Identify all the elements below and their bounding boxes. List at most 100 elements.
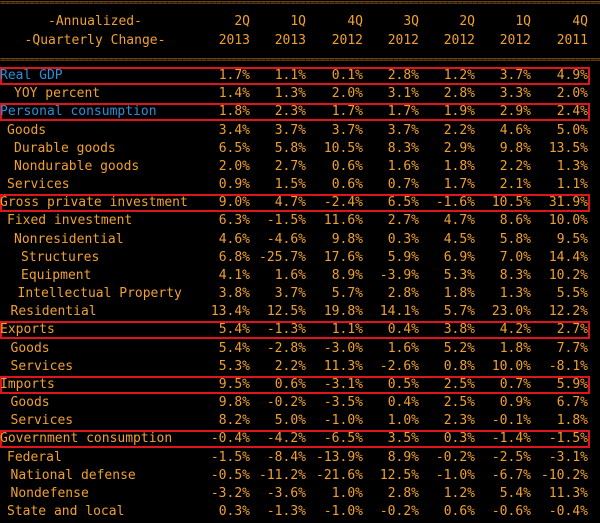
row-value: 3.1% bbox=[387, 86, 419, 102]
row-value: -0.4% bbox=[210, 431, 250, 447]
table-row: National defense -0.5% -11.2% -21.6% 12.5% -1… bbox=[0, 467, 590, 485]
row-value: -0.4% bbox=[548, 504, 588, 520]
row-label: State and local bbox=[7, 504, 125, 520]
row-value: 2.0% bbox=[218, 158, 250, 174]
row-value: 0.6% bbox=[331, 158, 363, 174]
row-value: 0.7% bbox=[387, 177, 419, 193]
row-value: 5.4% bbox=[218, 322, 250, 338]
table-row: Imports 9.5% 0.6% -3.1% 0.5% 2.5% 0.7% 5.9% bbox=[0, 375, 590, 394]
table-row: Services 0.9% 1.5% 0.6% 0.7% 1.7% 2.1% 1.1% bbox=[0, 176, 590, 194]
row-value: 1.3% bbox=[499, 286, 531, 302]
table-row: Goods 9.8% -0.2% -3.5% 0.4% 2.5% 0.9% 6.7% bbox=[0, 394, 590, 412]
row-value: 4.5% bbox=[443, 231, 475, 247]
top-divider: ========================================… bbox=[0, 1, 600, 6]
row-value: 3.5% bbox=[387, 431, 419, 447]
row-value: 6.9% bbox=[443, 249, 475, 265]
row-label: Equipment bbox=[21, 267, 92, 283]
column-header-q: 1Q bbox=[290, 14, 306, 29]
row-value: -1.3% bbox=[266, 322, 306, 338]
row-value: 3.7% bbox=[387, 122, 419, 138]
row-label: Services bbox=[7, 177, 70, 193]
row-value: 1.8% bbox=[556, 413, 588, 429]
table-row: Nonresidential 4.6% -4.6% 9.8% 0.3% 4.5% 5.8% 9… bbox=[0, 231, 590, 249]
row-value: 2.0% bbox=[331, 86, 363, 102]
row-value: -0.2% bbox=[435, 449, 475, 465]
row-label: Residential bbox=[10, 304, 97, 320]
column-header-year: 2013 bbox=[218, 33, 250, 48]
row-value: 0.4% bbox=[387, 322, 419, 338]
row-value: 19.8% bbox=[323, 304, 363, 320]
row-value: 5.9% bbox=[556, 376, 588, 392]
row-value: 2.3% bbox=[274, 104, 306, 120]
header-label-quarterly-change: -Quarterly Change- bbox=[24, 33, 166, 48]
row-label: Goods bbox=[10, 340, 50, 356]
row-value: 1.6% bbox=[387, 158, 419, 174]
row-value: 1.2% bbox=[443, 485, 475, 501]
row-value: 14.4% bbox=[548, 249, 588, 265]
row-value: 4.1% bbox=[218, 267, 250, 283]
row-value: 1.6% bbox=[387, 340, 419, 356]
row-value: -25.7% bbox=[259, 249, 306, 265]
row-label: Imports bbox=[0, 376, 55, 392]
column-header-q: 4Q bbox=[572, 14, 588, 29]
row-label: Federal bbox=[7, 449, 62, 465]
row-value: -0.6% bbox=[491, 504, 531, 520]
row-value: 5.8% bbox=[274, 140, 306, 156]
row-value: 3.7% bbox=[331, 122, 363, 138]
row-value: 1.8% bbox=[499, 340, 531, 356]
row-value: 1.1% bbox=[274, 68, 306, 83]
column-header-q: 1Q bbox=[515, 14, 531, 29]
row-value: 6.5% bbox=[218, 140, 250, 156]
row-value: 3.7% bbox=[499, 68, 531, 83]
row-value: -0.5% bbox=[210, 467, 250, 483]
row-value: -1.6% bbox=[435, 195, 475, 211]
row-value: 1.0% bbox=[387, 413, 419, 429]
row-value: 11.3% bbox=[548, 485, 588, 501]
row-value: 1.8% bbox=[443, 286, 475, 302]
row-value: 5.3% bbox=[218, 358, 250, 374]
row-value: 4.7% bbox=[274, 195, 306, 211]
row-value: 0.3% bbox=[387, 231, 419, 247]
row-value: 6.5% bbox=[387, 195, 419, 211]
table-row: Services 5.3% 2.2% 11.3% -2.6% 0.8% 10.0% -8.1% bbox=[0, 358, 590, 376]
row-label: Nondurable goods bbox=[14, 158, 140, 174]
table-row: Intellectual Property 3.8% 3.7% 5.7% 2.8% 1.8… bbox=[0, 285, 590, 303]
table-row: Gross private investment 9.0% 4.7% -2.4% 6.5… bbox=[0, 194, 590, 213]
row-value: 4.9% bbox=[556, 68, 588, 83]
row-value: -3.1% bbox=[548, 449, 588, 465]
row-value: 6.3% bbox=[218, 213, 250, 229]
row-value: 0.1% bbox=[331, 68, 363, 83]
row-value: 0.4% bbox=[387, 395, 419, 411]
row-value: 2.9% bbox=[499, 104, 531, 120]
row-value: 4.2% bbox=[499, 322, 531, 338]
row-value: 2.8% bbox=[443, 86, 475, 102]
column-header-q: 2Q bbox=[459, 14, 475, 29]
row-value: 0.3% bbox=[218, 504, 250, 520]
table-row: Durable goods 6.5% 5.8% 10.5% 8.3% 2.9% 9.8% 13… bbox=[0, 140, 590, 158]
row-value: 17.6% bbox=[323, 249, 363, 265]
row-value: 10.5% bbox=[323, 140, 363, 156]
row-value: 2.8% bbox=[387, 485, 419, 501]
row-value: 9.8% bbox=[331, 231, 363, 247]
row-value: 2.7% bbox=[274, 158, 306, 174]
row-value: 5.7% bbox=[443, 304, 475, 320]
row-value: 2.2% bbox=[274, 358, 306, 374]
row-label: National defense bbox=[10, 467, 136, 483]
row-value: 10.5% bbox=[491, 195, 531, 211]
table-row: Residential 13.4% 12.5% 19.8% 14.1% 5.7% 23.0%… bbox=[0, 303, 590, 321]
row-value: 9.0% bbox=[218, 195, 250, 211]
row-value: 3.7% bbox=[274, 122, 306, 138]
row-value: 0.5% bbox=[387, 376, 419, 392]
row-value: 11.6% bbox=[323, 213, 363, 229]
row-value: 8.6% bbox=[499, 213, 531, 229]
table-row: Federal -1.5% -8.4% -13.9% 8.9% -0.2% -2.5% -3.… bbox=[0, 449, 590, 467]
row-value: -3.0% bbox=[323, 340, 363, 356]
row-value: 3.4% bbox=[218, 122, 250, 138]
row-value: 6.8% bbox=[218, 249, 250, 265]
row-value: 0.9% bbox=[218, 177, 250, 193]
row-value: 5.5% bbox=[556, 286, 588, 302]
table-row: Nondefense -3.2% -3.6% 1.0% 2.8% 1.2% 5.4% 11.3… bbox=[0, 485, 590, 503]
row-label: Real GDP bbox=[0, 68, 63, 83]
column-header-year: 2012 bbox=[387, 33, 419, 48]
row-value: -10.2% bbox=[541, 467, 588, 483]
